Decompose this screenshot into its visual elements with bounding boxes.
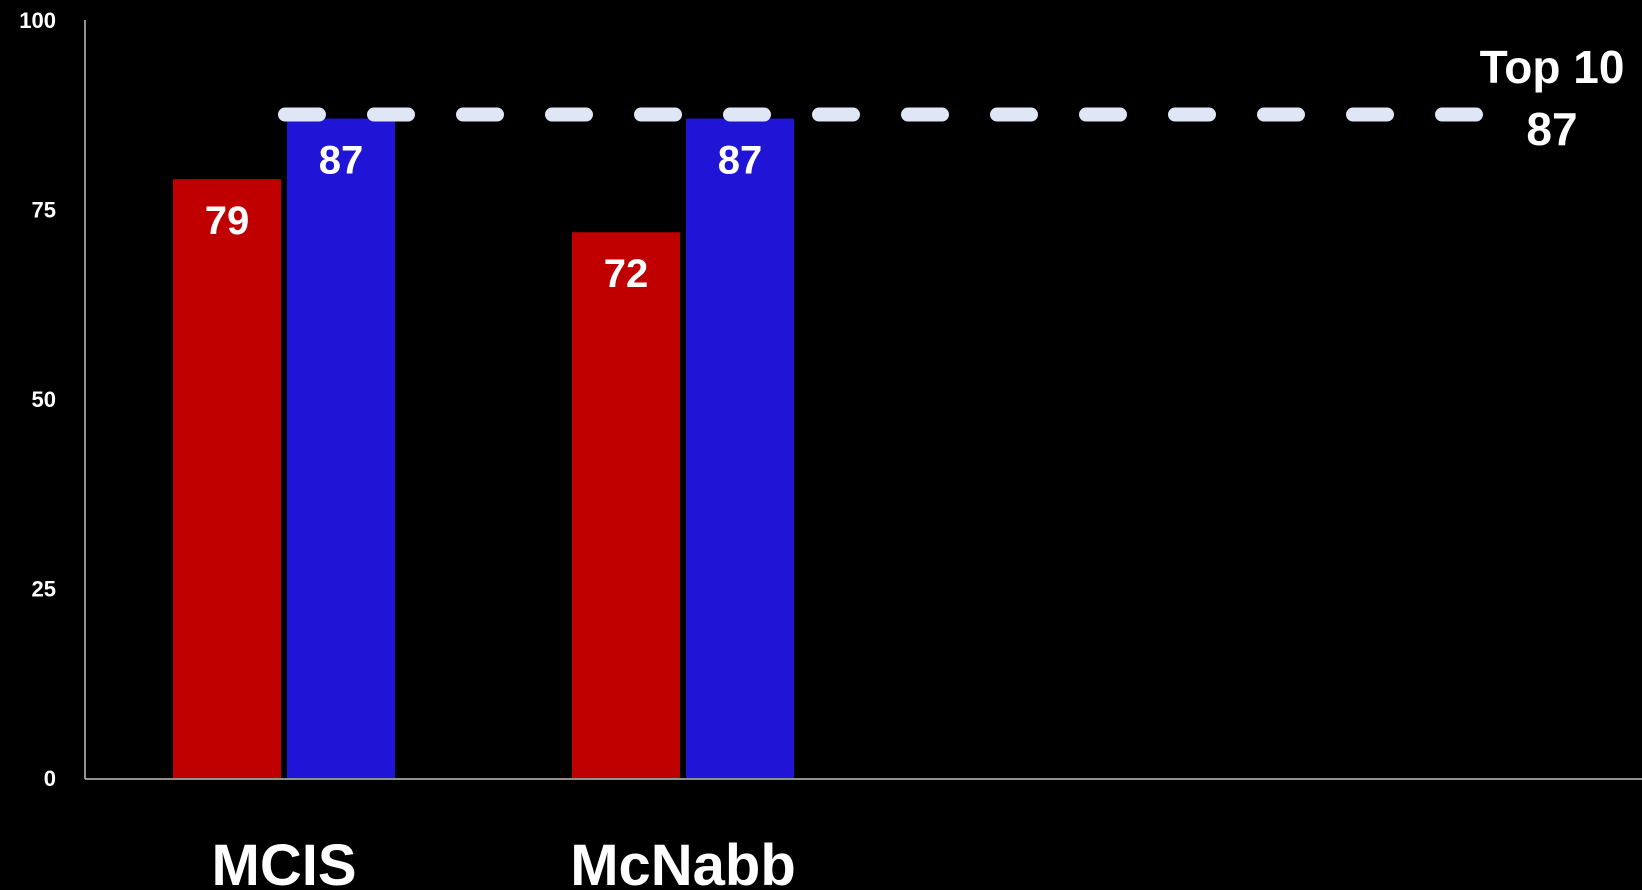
reference-line-label: Top 10 (1480, 41, 1625, 93)
category-label: McNabb (570, 833, 796, 890)
bar (173, 179, 281, 778)
bar (686, 118, 794, 779)
y-tick-label: 0 (44, 766, 56, 791)
category-label: MCIS (212, 833, 357, 890)
bar-data-label: 72 (604, 252, 649, 296)
y-tick-label: 25 (32, 577, 56, 602)
y-tick-label: 75 (32, 198, 56, 223)
bar-data-label: 79 (205, 199, 250, 243)
labels: 0 25 50 75 100 79 87 MCIS 72 87 McNabb Top 10 87 (19, 8, 1624, 890)
bar (572, 232, 680, 779)
reference-line-value: 87 (1526, 103, 1577, 155)
axes (84, 20, 1642, 780)
bars (173, 118, 794, 779)
bar-data-label: 87 (718, 139, 763, 183)
y-tick-label: 100 (19, 8, 56, 33)
y-tick-label: 50 (32, 387, 56, 412)
bar (287, 118, 395, 779)
bar-data-label: 87 (319, 139, 364, 183)
